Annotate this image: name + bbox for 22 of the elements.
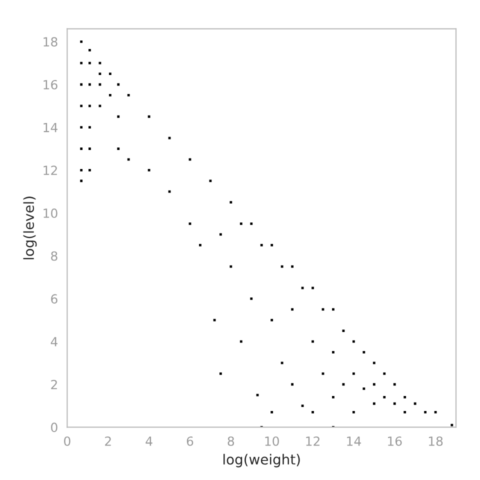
- x-tick-label: 6: [186, 436, 194, 446]
- y-tick-label: 14: [44, 122, 58, 132]
- y-tick-label: 16: [44, 80, 58, 90]
- y-tick-label: 0: [51, 422, 58, 432]
- x-tick-label: 4: [146, 436, 152, 446]
- x-tick-label: 12: [306, 436, 320, 446]
- y-tick-label: 6: [51, 294, 58, 304]
- y-tick-label: 10: [44, 208, 58, 218]
- y-tick-label: 2: [51, 380, 57, 390]
- x-tick-label: 0: [64, 436, 70, 446]
- x-tick-label: 16: [388, 436, 402, 446]
- x-axis-title: log(weight): [223, 454, 300, 468]
- x-tick-label: 14: [347, 436, 361, 446]
- x-tick-label: 18: [428, 436, 443, 446]
- y-tick-label: 4: [50, 337, 58, 346]
- x-tick-label: 2: [105, 436, 111, 446]
- y-axis-title: log(level): [23, 196, 37, 260]
- y-tick-label: 8: [51, 251, 58, 261]
- y-tick-label: 12: [44, 166, 57, 175]
- x-tick-label: 10: [265, 436, 279, 446]
- y-tick-label: 18: [44, 37, 58, 47]
- x-tick-label: 8: [228, 436, 234, 446]
